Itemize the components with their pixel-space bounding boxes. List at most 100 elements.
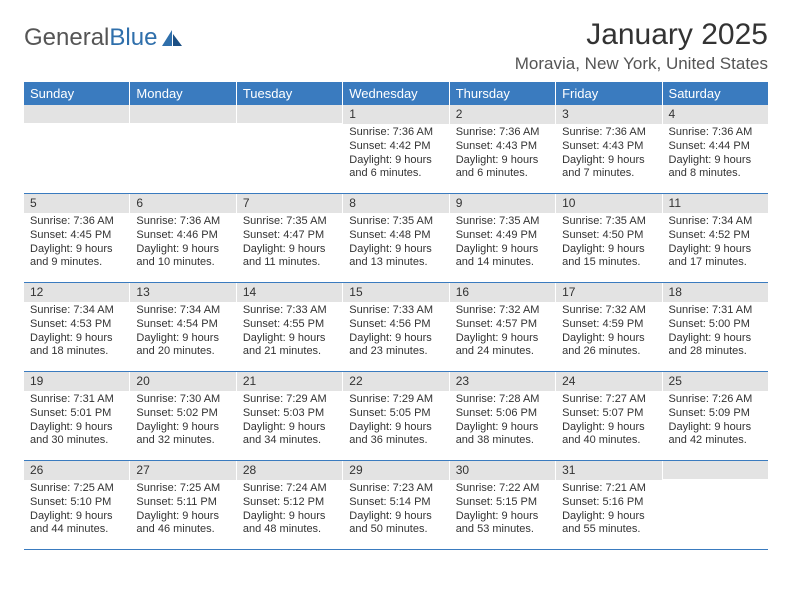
day-line: Sunrise: 7:28 AM [456,393,549,407]
day-cell: 22Sunrise: 7:29 AMSunset: 5:05 PMDayligh… [343,372,449,460]
day-line: Daylight: 9 hours [562,510,655,524]
day-line: and 40 minutes. [562,434,655,448]
day-line: Sunset: 4:54 PM [136,318,229,332]
day-line: Sunrise: 7:36 AM [562,126,655,140]
day-number: 1 [343,105,448,124]
day-body: Sunrise: 7:32 AMSunset: 4:57 PMDaylight:… [450,302,555,359]
day-number: 19 [24,372,129,391]
day-line: Sunset: 4:56 PM [349,318,442,332]
day-line: Sunset: 5:07 PM [562,407,655,421]
day-line: Sunset: 4:59 PM [562,318,655,332]
day-line: Daylight: 9 hours [349,421,442,435]
day-body: Sunrise: 7:36 AMSunset: 4:42 PMDaylight:… [343,124,448,181]
day-number [24,105,129,123]
day-line: and 15 minutes. [562,256,655,270]
day-line: and 23 minutes. [349,345,442,359]
day-line: Daylight: 9 hours [349,332,442,346]
week-row: 26Sunrise: 7:25 AMSunset: 5:10 PMDayligh… [24,461,768,550]
day-cell: 18Sunrise: 7:31 AMSunset: 5:00 PMDayligh… [663,283,768,371]
day-number: 10 [556,194,661,213]
logo-text-1: General [24,24,109,52]
day-body: Sunrise: 7:25 AMSunset: 5:10 PMDaylight:… [24,480,129,537]
day-body: Sunrise: 7:29 AMSunset: 5:05 PMDaylight:… [343,391,448,448]
day-line: Sunset: 4:43 PM [562,140,655,154]
day-number: 23 [450,372,555,391]
day-line: Daylight: 9 hours [243,421,336,435]
day-line: Sunset: 4:44 PM [669,140,762,154]
day-line: Sunrise: 7:32 AM [562,304,655,318]
day-line: Sunrise: 7:25 AM [136,482,229,496]
day-line: Sunset: 5:11 PM [136,496,229,510]
week-row: 19Sunrise: 7:31 AMSunset: 5:01 PMDayligh… [24,372,768,461]
day-of-week-cell: Friday [556,82,662,105]
day-cell [24,105,130,193]
day-line: Daylight: 9 hours [669,332,762,346]
day-line: Daylight: 9 hours [562,421,655,435]
day-line: Daylight: 9 hours [136,332,229,346]
day-number: 28 [237,461,342,480]
day-cell: 10Sunrise: 7:35 AMSunset: 4:50 PMDayligh… [556,194,662,282]
day-number: 3 [556,105,661,124]
day-line: and 38 minutes. [456,434,549,448]
day-cell: 15Sunrise: 7:33 AMSunset: 4:56 PMDayligh… [343,283,449,371]
day-line: Sunrise: 7:35 AM [243,215,336,229]
day-number: 24 [556,372,661,391]
day-line: Sunset: 5:14 PM [349,496,442,510]
day-body: Sunrise: 7:25 AMSunset: 5:11 PMDaylight:… [130,480,235,537]
day-number: 12 [24,283,129,302]
day-line: Daylight: 9 hours [243,510,336,524]
day-number: 18 [663,283,768,302]
day-body: Sunrise: 7:36 AMSunset: 4:44 PMDaylight:… [663,124,768,181]
day-line: Sunrise: 7:30 AM [136,393,229,407]
day-line: Daylight: 9 hours [669,243,762,257]
month-title: January 2025 [515,18,768,52]
day-line: Sunset: 4:45 PM [30,229,123,243]
day-body: Sunrise: 7:35 AMSunset: 4:49 PMDaylight:… [450,213,555,270]
day-line: Sunrise: 7:36 AM [349,126,442,140]
day-line: and 50 minutes. [349,523,442,537]
day-body: Sunrise: 7:33 AMSunset: 4:55 PMDaylight:… [237,302,342,359]
day-line: and 42 minutes. [669,434,762,448]
day-number: 11 [663,194,768,213]
day-body: Sunrise: 7:36 AMSunset: 4:45 PMDaylight:… [24,213,129,270]
day-line: Sunrise: 7:27 AM [562,393,655,407]
day-body: Sunrise: 7:33 AMSunset: 4:56 PMDaylight:… [343,302,448,359]
day-cell: 28Sunrise: 7:24 AMSunset: 5:12 PMDayligh… [237,461,343,549]
day-line: and 9 minutes. [30,256,123,270]
day-cell: 25Sunrise: 7:26 AMSunset: 5:09 PMDayligh… [663,372,768,460]
day-line: Sunset: 5:01 PM [30,407,123,421]
day-number: 5 [24,194,129,213]
day-cell: 11Sunrise: 7:34 AMSunset: 4:52 PMDayligh… [663,194,768,282]
day-cell: 4Sunrise: 7:36 AMSunset: 4:44 PMDaylight… [663,105,768,193]
day-line: Sunrise: 7:29 AM [349,393,442,407]
day-body [24,123,129,125]
day-body [663,479,768,481]
logo-sail-icon [160,28,184,48]
day-line: Sunrise: 7:24 AM [243,482,336,496]
logo-text-2: Blue [109,24,157,52]
day-line: and 53 minutes. [456,523,549,537]
day-number: 9 [450,194,555,213]
day-line: Daylight: 9 hours [243,243,336,257]
day-cell: 9Sunrise: 7:35 AMSunset: 4:49 PMDaylight… [450,194,556,282]
day-line: and 21 minutes. [243,345,336,359]
day-line: Sunrise: 7:35 AM [349,215,442,229]
day-number: 2 [450,105,555,124]
day-body: Sunrise: 7:27 AMSunset: 5:07 PMDaylight:… [556,391,661,448]
day-line: Sunrise: 7:31 AM [669,304,762,318]
logo: GeneralBlue [24,18,184,52]
day-line: and 26 minutes. [562,345,655,359]
day-line: Sunrise: 7:34 AM [136,304,229,318]
day-of-week-cell: Wednesday [343,82,449,105]
day-body: Sunrise: 7:34 AMSunset: 4:52 PMDaylight:… [663,213,768,270]
calendar-page: GeneralBlue January 2025 Moravia, New Yo… [0,0,792,550]
day-number: 20 [130,372,235,391]
day-number: 16 [450,283,555,302]
day-line: and 46 minutes. [136,523,229,537]
day-cell: 30Sunrise: 7:22 AMSunset: 5:15 PMDayligh… [450,461,556,549]
day-line: Daylight: 9 hours [243,332,336,346]
day-line: Daylight: 9 hours [669,154,762,168]
day-line: and 6 minutes. [349,167,442,181]
day-line: Sunset: 4:52 PM [669,229,762,243]
week-row: 5Sunrise: 7:36 AMSunset: 4:45 PMDaylight… [24,194,768,283]
